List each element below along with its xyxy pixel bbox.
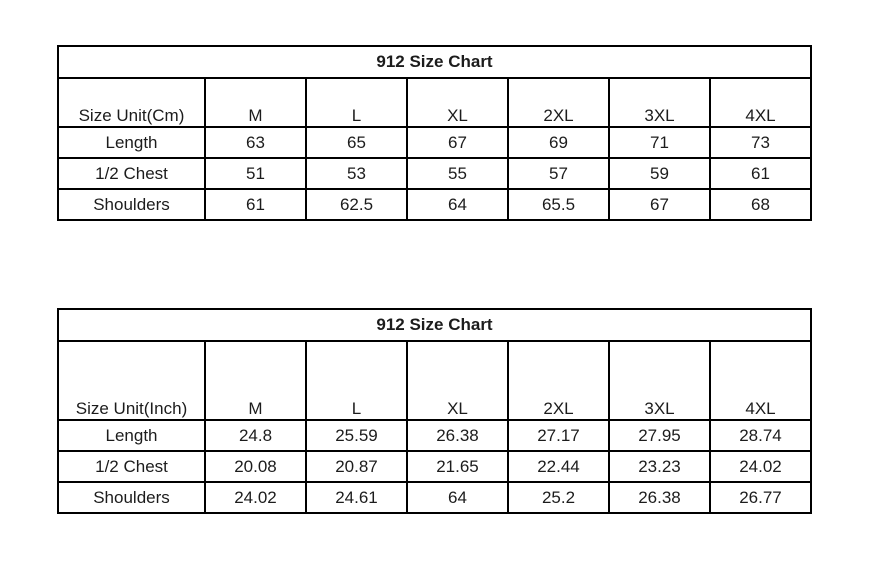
size-value-cell: 62.5: [305, 188, 408, 221]
row-label-cell: Shoulders: [57, 481, 206, 514]
size-value-cell: 64: [406, 481, 509, 514]
size-value-cell: 71: [608, 126, 711, 159]
size-value-cell: 59: [608, 157, 711, 190]
table-row-length: Length 63 65 67 69 71 73: [57, 126, 812, 159]
table-title-row: 912 Size Chart: [57, 45, 812, 79]
size-value-cell: 57: [507, 157, 610, 190]
size-value-cell: 65.5: [507, 188, 610, 221]
row-label-cell: 1/2 Chest: [57, 157, 206, 190]
size-column-header-3xl: 3XL: [608, 340, 711, 421]
size-chart-cm-table: 912 Size Chart Size Unit(Cm) M L XL 2XL …: [57, 45, 812, 221]
size-value-cell: 24.02: [709, 450, 812, 483]
size-chart-inch-table: 912 Size Chart Size Unit(Inch) M L XL 2X…: [57, 308, 812, 514]
table-row-half-chest: 1/2 Chest 51 53 55 57 59 61: [57, 157, 812, 190]
size-value-cell: 67: [406, 126, 509, 159]
table-row-shoulders: Shoulders 61 62.5 64 65.5 67 68: [57, 188, 812, 221]
size-value-cell: 24.8: [204, 419, 307, 452]
unit-label-cell: Size Unit(Inch): [57, 340, 206, 421]
size-column-header-2xl: 2XL: [507, 340, 610, 421]
size-value-cell: 73: [709, 126, 812, 159]
size-value-cell: 26.77: [709, 481, 812, 514]
size-column-header-l: L: [305, 77, 408, 128]
size-value-cell: 64: [406, 188, 509, 221]
size-value-cell: 69: [507, 126, 610, 159]
table-row-shoulders: Shoulders 24.02 24.61 64 25.2 26.38 26.7…: [57, 481, 812, 514]
row-label-cell: 1/2 Chest: [57, 450, 206, 483]
size-chart-cm: 912 Size Chart Size Unit(Cm) M L XL 2XL …: [57, 45, 812, 221]
size-value-cell: 25.2: [507, 481, 610, 514]
size-value-cell: 24.02: [204, 481, 307, 514]
size-column-header-xl: XL: [406, 340, 509, 421]
size-value-cell: 65: [305, 126, 408, 159]
size-value-cell: 22.44: [507, 450, 610, 483]
size-value-cell: 26.38: [608, 481, 711, 514]
table-row-half-chest: 1/2 Chest 20.08 20.87 21.65 22.44 23.23 …: [57, 450, 812, 483]
size-value-cell: 67: [608, 188, 711, 221]
size-column-header-3xl: 3XL: [608, 77, 711, 128]
size-chart-inch: 912 Size Chart Size Unit(Inch) M L XL 2X…: [57, 308, 812, 514]
size-value-cell: 24.61: [305, 481, 408, 514]
table-title: 912 Size Chart: [57, 45, 812, 79]
size-value-cell: 68: [709, 188, 812, 221]
size-column-header-4xl: 4XL: [709, 340, 812, 421]
table-row-length: Length 24.8 25.59 26.38 27.17 27.95 28.7…: [57, 419, 812, 452]
table-title: 912 Size Chart: [57, 308, 812, 342]
table-title-row: 912 Size Chart: [57, 308, 812, 342]
size-column-header-xl: XL: [406, 77, 509, 128]
size-value-cell: 26.38: [406, 419, 509, 452]
size-value-cell: 27.17: [507, 419, 610, 452]
size-column-header-l: L: [305, 340, 408, 421]
size-value-cell: 20.08: [204, 450, 307, 483]
row-label-cell: Length: [57, 419, 206, 452]
row-label-cell: Length: [57, 126, 206, 159]
size-value-cell: 23.23: [608, 450, 711, 483]
table-header-row: Size Unit(Inch) M L XL 2XL 3XL 4XL: [57, 340, 812, 421]
size-column-header-m: M: [204, 340, 307, 421]
size-value-cell: 61: [709, 157, 812, 190]
size-value-cell: 51: [204, 157, 307, 190]
size-column-header-m: M: [204, 77, 307, 128]
size-value-cell: 28.74: [709, 419, 812, 452]
size-value-cell: 63: [204, 126, 307, 159]
size-value-cell: 53: [305, 157, 408, 190]
size-value-cell: 20.87: [305, 450, 408, 483]
row-label-cell: Shoulders: [57, 188, 206, 221]
table-header-row: Size Unit(Cm) M L XL 2XL 3XL 4XL: [57, 77, 812, 128]
size-value-cell: 55: [406, 157, 509, 190]
size-value-cell: 27.95: [608, 419, 711, 452]
size-value-cell: 21.65: [406, 450, 509, 483]
size-column-header-2xl: 2XL: [507, 77, 610, 128]
size-value-cell: 61: [204, 188, 307, 221]
size-value-cell: 25.59: [305, 419, 408, 452]
unit-label-cell: Size Unit(Cm): [57, 77, 206, 128]
size-column-header-4xl: 4XL: [709, 77, 812, 128]
